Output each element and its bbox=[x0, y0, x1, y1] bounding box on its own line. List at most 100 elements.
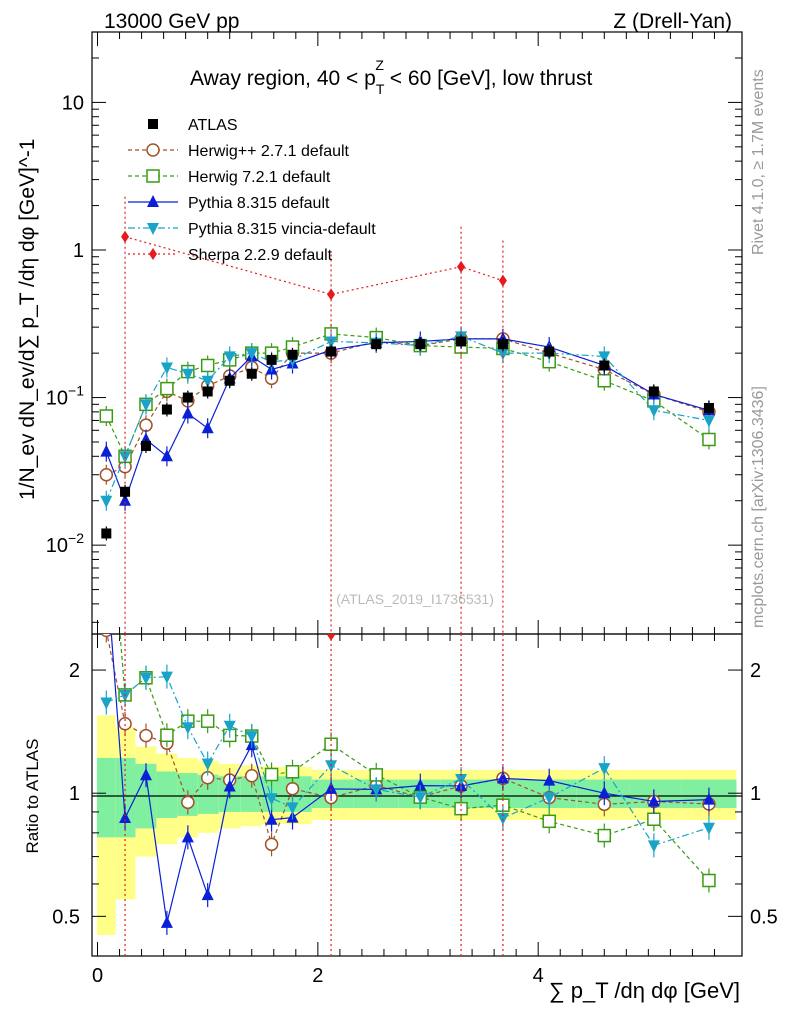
series-point bbox=[100, 495, 113, 508]
series-point bbox=[139, 399, 152, 412]
ratio-series-point bbox=[223, 720, 236, 733]
band-stat bbox=[240, 776, 262, 812]
ratio-series-point bbox=[181, 830, 194, 843]
top-panel-series bbox=[99, 196, 716, 634]
header-left: 13000 GeV pp bbox=[104, 10, 239, 33]
y-axis-label: 1/N_ev dN_ev/d∑ p_T /dη dφ [GeV]^-1 bbox=[16, 139, 39, 500]
ratio-series-point bbox=[200, 714, 215, 728]
legend-label: Pythia 8.315 vincia-default bbox=[188, 221, 376, 238]
ratio-series-point bbox=[201, 758, 214, 771]
data-point bbox=[246, 368, 257, 379]
ratio-series-point bbox=[597, 828, 612, 843]
data-point bbox=[101, 528, 112, 539]
ratio-panel-series bbox=[100, 80, 716, 956]
series-point bbox=[327, 288, 336, 301]
series-point bbox=[498, 274, 507, 287]
ratio-series-line bbox=[110, 634, 709, 924]
legend-label: ATLAS bbox=[188, 117, 238, 134]
data-point bbox=[326, 346, 337, 357]
ratio-series-point bbox=[543, 773, 556, 786]
ratio-series-point bbox=[201, 888, 214, 901]
ratio-series-point bbox=[100, 634, 113, 638]
data-point bbox=[161, 404, 172, 415]
ratio-series-point bbox=[598, 786, 611, 799]
series-point bbox=[598, 351, 611, 364]
series-point bbox=[139, 418, 153, 432]
y-tick-label-top: 10−2 bbox=[46, 530, 84, 557]
band-stat bbox=[115, 757, 136, 838]
data-point bbox=[599, 360, 610, 371]
y-tick-label-ratio-right: 0.5 bbox=[750, 906, 778, 928]
side-text-mcplots: mcplots.cern.ch [arXiv:1306.3436] bbox=[750, 386, 767, 628]
side-text-rivet: Rivet 4.1.0, ≥ 1.7M events bbox=[750, 69, 767, 255]
ratio-series-point bbox=[647, 794, 660, 807]
data-point bbox=[202, 386, 213, 397]
y-tick-label-top: 10−1 bbox=[46, 383, 84, 410]
y-tick-label-ratio: 2 bbox=[69, 660, 80, 682]
ratio-series-point bbox=[264, 837, 279, 852]
ratio-series-point bbox=[181, 722, 194, 735]
ratio-series-point bbox=[119, 811, 132, 824]
ratio-frame bbox=[91, 633, 743, 957]
data-point bbox=[120, 486, 131, 497]
analysis-tag: (ATLAS_2019_I1736531) bbox=[336, 591, 494, 607]
y-tick-label-ratio-right: 1 bbox=[750, 783, 761, 805]
ratio-series-point bbox=[542, 814, 556, 829]
ratio-series-point bbox=[414, 792, 427, 805]
legend-marker bbox=[147, 223, 159, 235]
x-tick-label: 2 bbox=[312, 965, 323, 987]
legend-marker bbox=[146, 143, 160, 157]
series-point bbox=[99, 409, 114, 423]
series-point bbox=[160, 362, 173, 375]
data-point bbox=[182, 392, 193, 403]
data-point bbox=[544, 346, 555, 357]
ratio-series-point bbox=[496, 771, 509, 784]
data-point bbox=[648, 386, 659, 397]
ratio-series-point bbox=[285, 781, 300, 796]
series-point bbox=[121, 230, 130, 243]
ratio-y-axis-label: Ratio to ATLAS bbox=[23, 739, 42, 854]
data-point bbox=[415, 339, 426, 350]
series-point bbox=[119, 493, 132, 506]
ratio-series-point bbox=[702, 873, 716, 888]
ratio-series-point bbox=[160, 915, 173, 928]
band-stat bbox=[96, 757, 116, 838]
legend-marker bbox=[147, 195, 159, 207]
x-tick-label: 0 bbox=[92, 965, 103, 987]
ratio-series-point bbox=[121, 80, 129, 92]
series-point bbox=[99, 467, 114, 482]
y-tick-label-top: 10 bbox=[62, 92, 84, 114]
ratio-series-point bbox=[702, 822, 715, 835]
ratio-series-point bbox=[245, 731, 258, 744]
data-point bbox=[371, 339, 382, 350]
ratio-series-point bbox=[327, 634, 336, 641]
series-line bbox=[105, 335, 710, 501]
data-point bbox=[497, 339, 508, 350]
legend-label: Sherpa 2.2.9 default bbox=[188, 247, 333, 264]
series-point bbox=[100, 444, 113, 457]
band-stat bbox=[156, 771, 178, 818]
series-point bbox=[245, 348, 258, 361]
series-point bbox=[160, 449, 173, 462]
ratio-series-point bbox=[160, 671, 173, 684]
series-point bbox=[702, 432, 716, 447]
legend-marker bbox=[146, 169, 160, 183]
legend-label: Herwig 7.2.1 default bbox=[188, 169, 331, 186]
series-point bbox=[201, 421, 214, 434]
ratio-series-point bbox=[285, 765, 300, 779]
data-point bbox=[456, 336, 467, 347]
y-tick-label-ratio: 0.5 bbox=[52, 906, 80, 928]
ratio-series-point bbox=[325, 760, 338, 773]
x-tick-label: 4 bbox=[533, 965, 544, 987]
ratio-series-point bbox=[100, 559, 112, 571]
ratio-series-point bbox=[265, 793, 278, 806]
ratio-series-point bbox=[264, 767, 279, 782]
y-tick-label-top: 1 bbox=[73, 240, 84, 262]
data-point bbox=[224, 375, 235, 386]
series-point bbox=[457, 260, 466, 273]
series-point bbox=[702, 415, 715, 428]
series-point bbox=[496, 348, 509, 361]
ratio-series-point bbox=[139, 768, 152, 781]
series-point bbox=[200, 358, 215, 373]
ratio-series-point bbox=[647, 840, 660, 853]
